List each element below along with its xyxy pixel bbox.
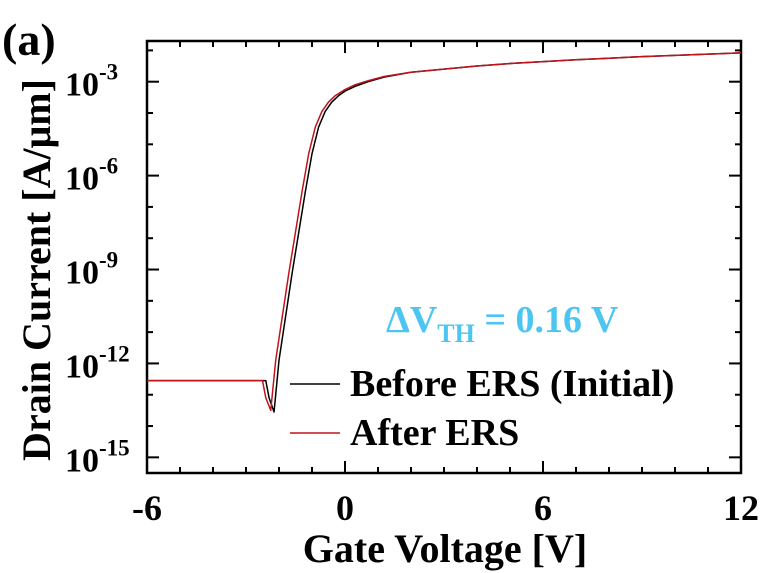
curves xyxy=(147,52,742,413)
legend: Before ERS (Initial) After ERS xyxy=(290,363,674,454)
plot-area xyxy=(145,39,743,475)
y-tick-label: 10-12 xyxy=(65,341,130,385)
y-tick-label: 10-15 xyxy=(65,435,130,479)
x-tick-labels: -6 0 6 12 xyxy=(132,488,759,528)
x-tick-label: 6 xyxy=(534,488,552,528)
delta-vth-symbol: ΔV xyxy=(386,299,438,341)
y-tick-labels: 10-3 10-6 10-9 10-12 10-15 xyxy=(65,60,130,480)
x-tick-label: -6 xyxy=(132,488,162,528)
plot-frame xyxy=(145,39,743,475)
legend-label: After ERS xyxy=(350,412,519,454)
y-axis-label: Drain Current [A/μm] xyxy=(14,79,59,461)
x-axis-label: Gate Voltage [V] xyxy=(303,526,587,571)
delta-vth-value: = 0.16 V xyxy=(475,299,619,341)
panel-label: (a) xyxy=(2,14,56,65)
y-tick-label: 10-6 xyxy=(65,154,118,198)
legend-label: Before ERS (Initial) xyxy=(350,363,674,405)
series-line-1 xyxy=(147,52,742,413)
delta-vth-subscript: TH xyxy=(437,319,475,348)
delta-vth-annotation: ΔVTH = 0.16 V xyxy=(386,299,619,348)
series-line-2 xyxy=(147,52,742,412)
x-tick-label: 12 xyxy=(723,488,759,528)
x-tick-label: 0 xyxy=(336,488,354,528)
y-tick-label: 10-9 xyxy=(65,248,118,292)
y-tick-label: 10-3 xyxy=(65,60,118,104)
